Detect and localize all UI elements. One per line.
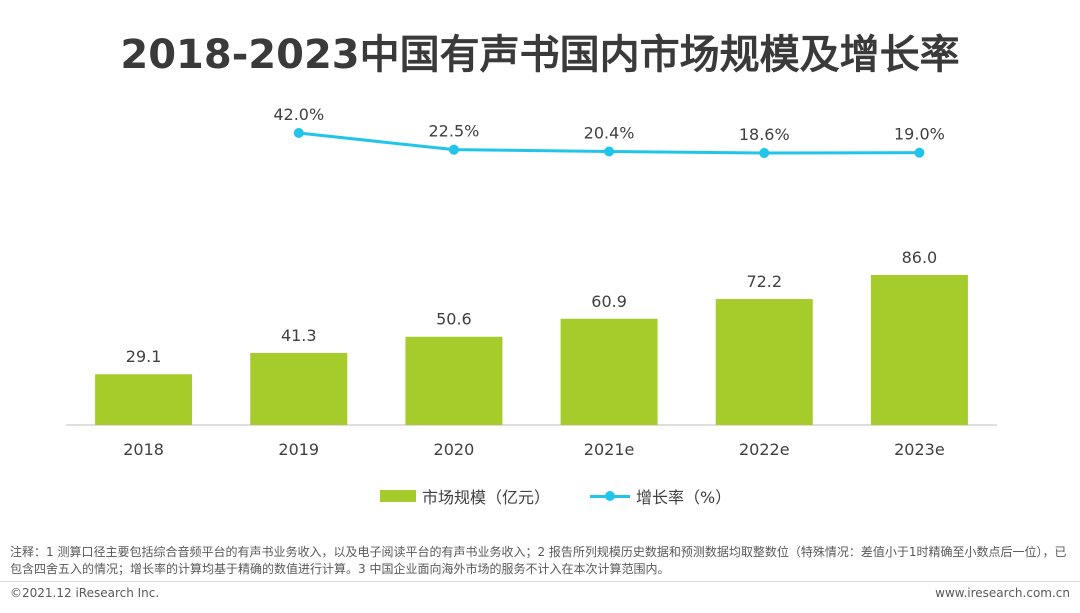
growth-point-2022e	[759, 148, 770, 158]
bar-value-label: 72.2	[746, 272, 782, 291]
growth-value-label: 42.0%	[273, 105, 324, 124]
bar-value-label: 86.0	[902, 248, 938, 267]
bar-value-label: 41.3	[281, 326, 317, 345]
bar-value-label: 50.6	[436, 310, 472, 329]
x-tick-label: 2023e	[894, 440, 945, 459]
bar-2018	[95, 374, 193, 425]
bar-2023e	[870, 275, 968, 425]
x-tick-label: 2020	[434, 440, 475, 459]
growth-point-2019	[293, 128, 304, 138]
legend-item-market-size: 市场规模（亿元）	[380, 484, 550, 508]
legend-label-market-size: 市场规模（亿元）	[422, 488, 551, 507]
chart-title: 2018-2023中国有声书国内市场规模及增长率	[120, 32, 960, 78]
x-tick-label: 2019	[278, 440, 319, 459]
footer-divider	[0, 581, 1080, 582]
footnote: 注释：1 测算口径主要包括综合音频平台的有声书业务收入，以及电子阅读平台的有声书…	[10, 545, 1067, 576]
legend-bar-swatch	[380, 490, 416, 502]
legend-line-swatch	[590, 490, 631, 502]
x-tick-label: 2022e	[739, 440, 790, 459]
bar-value-label: 29.1	[126, 347, 162, 366]
bar-value-label: 60.9	[591, 292, 627, 311]
legend-label-growth-rate: 增长率（%）	[636, 488, 732, 507]
legend-item-growth-rate: 增长率（%）	[590, 484, 731, 508]
growth-value-label: 18.6%	[739, 125, 790, 144]
growth-point-2020	[448, 144, 459, 155]
copyright: ©2021.12 iResearch Inc.	[10, 586, 160, 600]
bar-2020	[405, 336, 503, 425]
bar-2021e	[560, 318, 658, 425]
website-link[interactable]: www.iresearch.com.cn	[935, 586, 1070, 600]
chart-legend: 市场规模（亿元） 增长率（%）	[380, 484, 771, 508]
growth-value-label: 19.0%	[894, 125, 945, 144]
growth-value-label: 20.4%	[584, 123, 635, 142]
growth-point-2023e	[914, 147, 925, 158]
bar-2022e	[715, 299, 813, 425]
growth-point-2021e	[604, 146, 615, 157]
bar-2019	[250, 352, 348, 425]
growth-value-label: 22.5%	[429, 122, 480, 141]
x-tick-label: 2021e	[584, 440, 635, 459]
x-tick-label: 2018	[123, 440, 164, 459]
